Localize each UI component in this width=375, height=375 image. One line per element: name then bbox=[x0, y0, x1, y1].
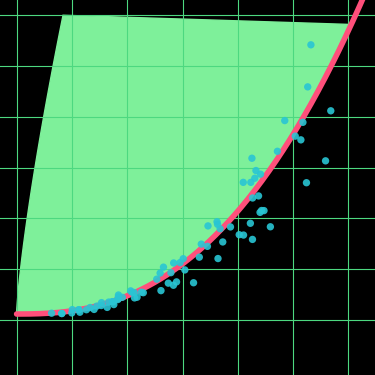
Point bbox=[99, 300, 105, 306]
Point bbox=[129, 289, 135, 295]
Point bbox=[204, 243, 210, 249]
Point bbox=[248, 220, 254, 226]
Point bbox=[215, 255, 221, 261]
Point bbox=[116, 294, 122, 300]
Point bbox=[157, 270, 163, 276]
Point bbox=[217, 226, 223, 232]
Point bbox=[106, 299, 112, 305]
Point bbox=[119, 294, 125, 300]
Point bbox=[250, 195, 256, 201]
Point bbox=[261, 208, 267, 214]
Point bbox=[160, 264, 166, 270]
Point bbox=[180, 256, 186, 262]
Point bbox=[140, 290, 146, 296]
Point bbox=[94, 303, 100, 309]
Point bbox=[282, 118, 288, 124]
Point bbox=[292, 133, 298, 139]
Point bbox=[165, 280, 171, 286]
Point bbox=[154, 276, 160, 282]
Point bbox=[115, 296, 121, 302]
Point bbox=[328, 108, 334, 114]
Point bbox=[76, 307, 82, 313]
Point bbox=[214, 221, 220, 227]
Point bbox=[168, 270, 174, 276]
Point bbox=[214, 219, 220, 225]
Point bbox=[59, 310, 65, 316]
Point bbox=[253, 168, 259, 174]
Point bbox=[322, 158, 328, 164]
Point bbox=[240, 232, 246, 238]
Point bbox=[158, 288, 164, 294]
Point bbox=[131, 290, 137, 296]
Point bbox=[110, 299, 116, 305]
Point bbox=[174, 279, 180, 285]
Point bbox=[128, 288, 134, 294]
Point bbox=[258, 171, 264, 177]
Point bbox=[190, 280, 196, 286]
Point bbox=[258, 207, 264, 213]
Point bbox=[177, 260, 183, 266]
Point bbox=[76, 307, 82, 313]
Point bbox=[69, 307, 75, 313]
Point bbox=[49, 310, 55, 316]
Point bbox=[303, 180, 309, 186]
Point bbox=[115, 297, 121, 303]
Point bbox=[205, 223, 211, 229]
Point bbox=[248, 179, 254, 185]
Point bbox=[87, 304, 93, 310]
Point bbox=[182, 267, 188, 273]
Point bbox=[249, 236, 255, 242]
Point bbox=[171, 260, 177, 266]
Point bbox=[236, 232, 242, 238]
Point bbox=[196, 254, 202, 260]
Point bbox=[104, 304, 110, 310]
Point bbox=[252, 175, 258, 181]
Point bbox=[300, 119, 306, 125]
Point bbox=[138, 289, 144, 295]
Point bbox=[83, 307, 89, 313]
Point bbox=[116, 292, 122, 298]
Polygon shape bbox=[16, 15, 348, 314]
Point bbox=[274, 148, 280, 154]
Point bbox=[69, 310, 75, 316]
Point bbox=[59, 310, 65, 316]
Point bbox=[220, 239, 226, 245]
Point bbox=[257, 209, 263, 215]
Point bbox=[109, 298, 115, 304]
Point bbox=[240, 179, 246, 185]
Point bbox=[134, 294, 140, 300]
Point bbox=[267, 224, 273, 230]
Point bbox=[298, 137, 304, 143]
Point bbox=[249, 155, 255, 161]
Point bbox=[228, 224, 234, 230]
Point bbox=[91, 306, 97, 312]
Point bbox=[305, 84, 311, 90]
Point bbox=[171, 282, 177, 288]
Point bbox=[98, 303, 104, 309]
Point bbox=[77, 309, 83, 315]
Point bbox=[255, 193, 261, 199]
Point bbox=[198, 241, 204, 247]
Point bbox=[111, 302, 117, 307]
Point bbox=[132, 295, 138, 301]
Point bbox=[308, 42, 314, 48]
